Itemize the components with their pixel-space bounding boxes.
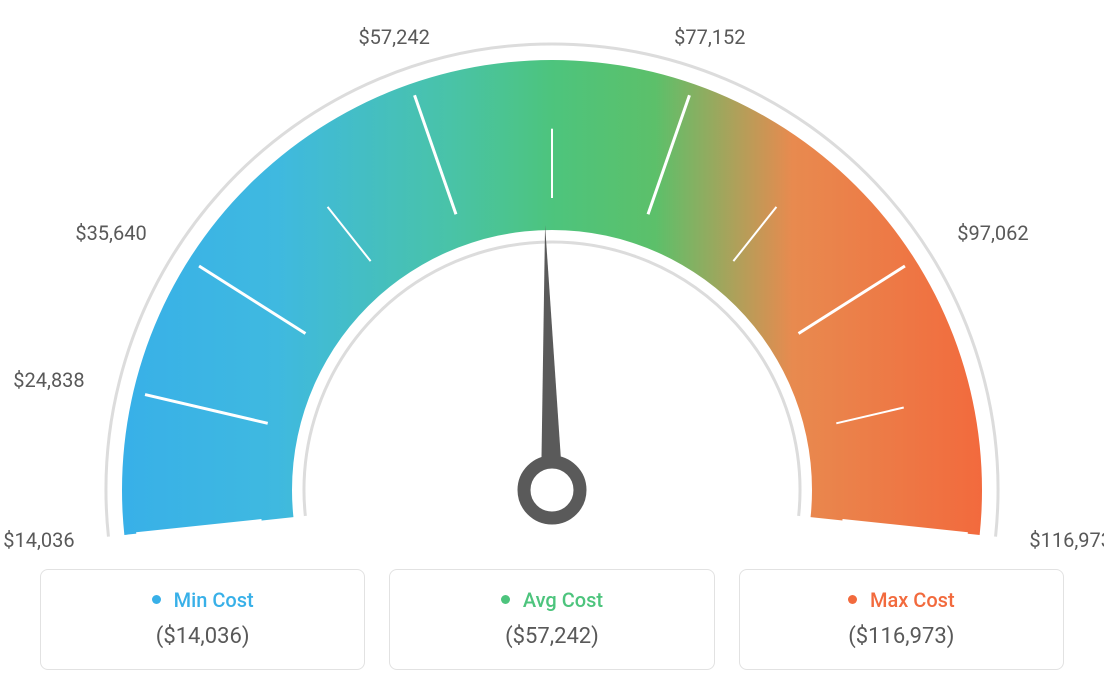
gauge-tick-label: $57,242 <box>358 25 429 49</box>
gauge-tick-label: $116,973 <box>1029 528 1104 552</box>
min-dot-icon <box>152 595 161 604</box>
max-cost-value: ($116,973) <box>750 624 1053 649</box>
avg-cost-card: Avg Cost ($57,242) <box>389 569 714 670</box>
min-cost-value: ($14,036) <box>51 624 354 649</box>
min-cost-card: Min Cost ($14,036) <box>40 569 365 670</box>
gauge-tick-label: $77,152 <box>674 25 745 49</box>
avg-cost-title-text: Avg Cost <box>523 588 603 612</box>
max-dot-icon <box>848 595 857 604</box>
max-cost-title-text: Max Cost <box>870 588 955 612</box>
gauge-tick-label: $35,640 <box>75 221 146 245</box>
max-cost-card: Max Cost ($116,973) <box>739 569 1064 670</box>
avg-cost-value: ($57,242) <box>400 624 703 649</box>
gauge-tick-label: $24,838 <box>13 368 84 392</box>
summary-row: Min Cost ($14,036) Avg Cost ($57,242) Ma… <box>40 569 1064 670</box>
avg-cost-title: Avg Cost <box>400 588 703 612</box>
gauge-tick-label: $14,036 <box>3 528 74 552</box>
gauge-svg <box>0 0 1104 560</box>
avg-dot-icon <box>501 595 510 604</box>
gauge-tick-label: $97,062 <box>957 221 1028 245</box>
min-cost-title: Min Cost <box>51 588 354 612</box>
gauge-chart: $14,036 $24,838 $35,640 $57,242 $77,152 $97,0… <box>0 0 1104 560</box>
max-cost-title: Max Cost <box>750 588 1053 612</box>
min-cost-title-text: Min Cost <box>174 588 254 612</box>
